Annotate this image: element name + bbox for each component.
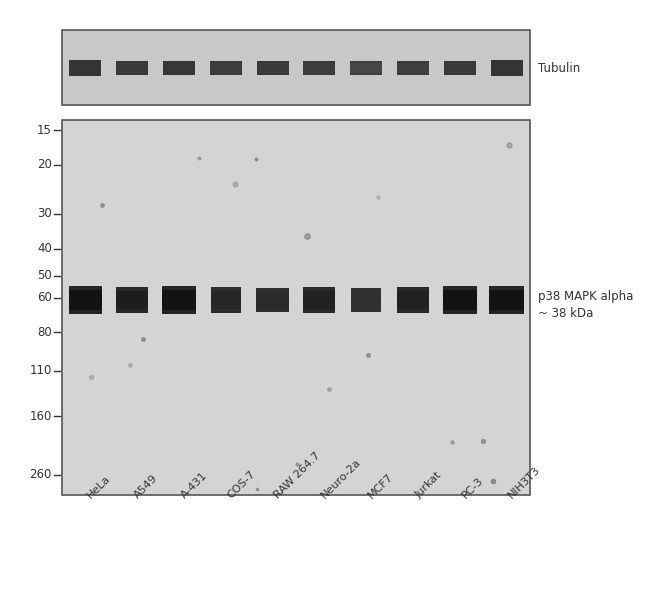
- Bar: [304, 287, 335, 313]
- Text: MCF7: MCF7: [366, 471, 395, 500]
- Bar: [489, 286, 524, 314]
- Text: PC-3: PC-3: [460, 475, 485, 500]
- Text: 60: 60: [37, 291, 52, 304]
- Text: Neuro-2a: Neuro-2a: [319, 456, 363, 500]
- Text: RAW 264.7: RAW 264.7: [272, 450, 322, 500]
- Text: 110: 110: [30, 364, 52, 378]
- Bar: [210, 73, 242, 75]
- Bar: [304, 287, 335, 291]
- Bar: [443, 286, 476, 290]
- Bar: [350, 73, 382, 75]
- Text: 20: 20: [37, 158, 52, 171]
- Bar: [116, 60, 148, 63]
- Bar: [491, 60, 523, 76]
- Text: 40: 40: [37, 242, 52, 255]
- Bar: [70, 73, 101, 76]
- Bar: [444, 73, 476, 76]
- Bar: [491, 73, 523, 76]
- Text: A-431: A-431: [179, 470, 209, 500]
- Bar: [163, 73, 195, 76]
- Bar: [116, 60, 148, 76]
- Bar: [162, 286, 196, 314]
- Text: 260: 260: [30, 468, 52, 481]
- Bar: [397, 61, 429, 63]
- Bar: [70, 60, 101, 76]
- Bar: [350, 61, 382, 63]
- Bar: [211, 309, 241, 312]
- Bar: [397, 73, 429, 75]
- Text: 50: 50: [37, 269, 52, 282]
- Bar: [257, 73, 289, 76]
- Bar: [210, 61, 242, 63]
- Bar: [256, 288, 289, 292]
- Bar: [62, 120, 530, 495]
- Bar: [304, 309, 335, 313]
- Bar: [256, 309, 289, 312]
- Text: A549: A549: [132, 473, 160, 500]
- Bar: [256, 288, 289, 312]
- Bar: [70, 60, 101, 63]
- Bar: [351, 288, 382, 312]
- Bar: [257, 60, 289, 63]
- Bar: [397, 61, 429, 75]
- Bar: [351, 288, 382, 292]
- Bar: [69, 310, 102, 314]
- Bar: [69, 286, 102, 314]
- Bar: [489, 310, 524, 314]
- Bar: [443, 286, 476, 314]
- Bar: [444, 60, 476, 76]
- Bar: [350, 61, 382, 75]
- Bar: [116, 309, 148, 314]
- Bar: [211, 287, 241, 312]
- Bar: [211, 287, 241, 291]
- Bar: [162, 286, 196, 290]
- Text: 160: 160: [30, 410, 52, 423]
- Bar: [304, 61, 335, 63]
- Bar: [162, 310, 196, 314]
- Text: NIH3T3: NIH3T3: [506, 464, 543, 500]
- Bar: [257, 60, 289, 76]
- Bar: [396, 287, 430, 291]
- Bar: [116, 287, 148, 314]
- Bar: [396, 287, 430, 313]
- Bar: [351, 308, 382, 312]
- Text: p38 MAPK alpha
~ 38 kDa: p38 MAPK alpha ~ 38 kDa: [538, 290, 633, 320]
- Bar: [116, 287, 148, 291]
- Text: Jurkat: Jurkat: [413, 470, 443, 500]
- Bar: [163, 60, 195, 63]
- Bar: [116, 73, 148, 76]
- Bar: [210, 61, 242, 75]
- Bar: [304, 73, 335, 75]
- Bar: [444, 60, 476, 63]
- Text: 30: 30: [37, 207, 52, 220]
- Text: Tubulin: Tubulin: [538, 62, 580, 74]
- Text: 15: 15: [37, 123, 52, 137]
- Bar: [489, 286, 524, 290]
- Text: COS-7: COS-7: [226, 468, 257, 500]
- Text: HeLa: HeLa: [85, 473, 112, 500]
- Bar: [163, 60, 195, 76]
- Text: 80: 80: [37, 326, 52, 339]
- Bar: [443, 310, 476, 314]
- Bar: [491, 60, 523, 63]
- Bar: [396, 309, 430, 313]
- Bar: [304, 61, 335, 75]
- Bar: [69, 286, 102, 290]
- Bar: [62, 30, 530, 105]
